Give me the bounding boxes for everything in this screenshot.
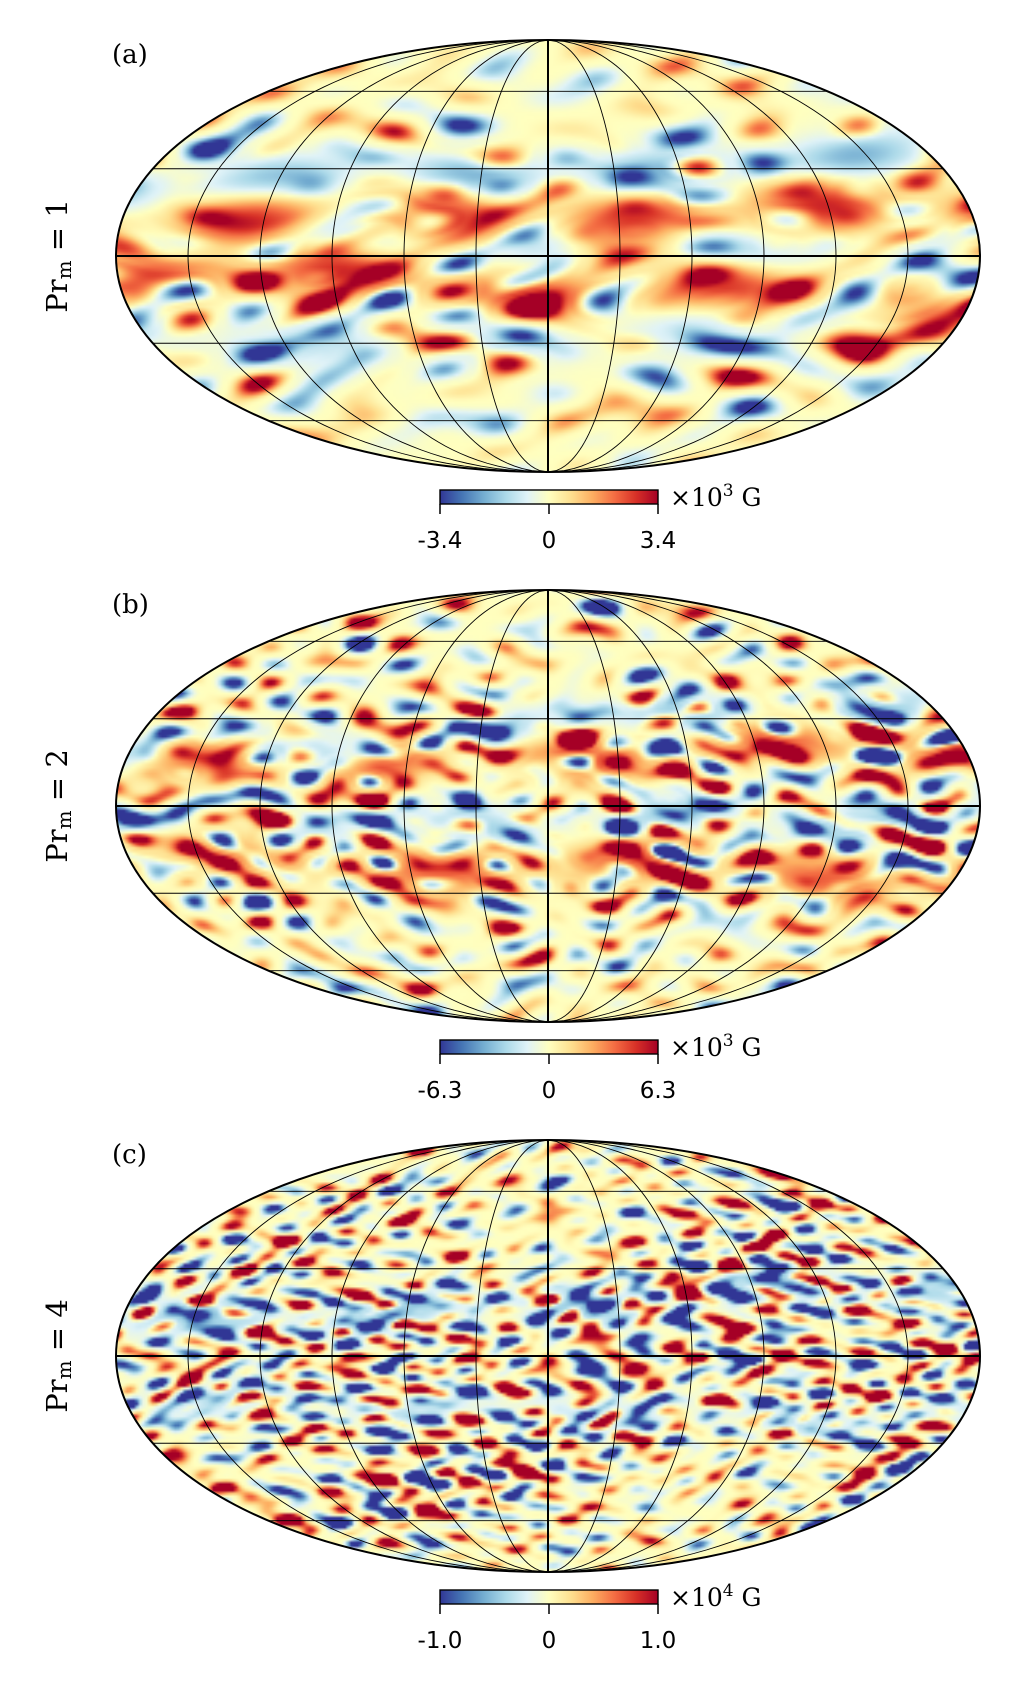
- colorbar-tick-label: -1.0: [418, 1628, 463, 1654]
- colorbar: -3.4 0 3.4 ×103 G: [418, 481, 762, 554]
- colorbar-tick-label: -3.4: [418, 528, 463, 554]
- panel-label: (c): [112, 1140, 147, 1170]
- colorbar-tick-label: 0: [542, 1628, 557, 1654]
- map-outline: [115, 39, 981, 473]
- colorbar-tick-label: 6.3: [640, 1078, 677, 1104]
- prm-subscript: m: [52, 260, 76, 279]
- units-label: G: [734, 1033, 762, 1062]
- panel-label: (a): [112, 40, 148, 70]
- colorbar: -1.0 0 1.0 ×104 G: [418, 1581, 762, 1654]
- units-exponent: 3: [723, 1031, 734, 1051]
- prm-label: Prm = 1: [40, 199, 76, 313]
- colorbar-tick-label: 0: [542, 1078, 557, 1104]
- prm-base: Pr: [40, 829, 74, 863]
- colorbar-units: ×104 G: [670, 1581, 762, 1612]
- colorbar-units: ×103 G: [670, 481, 762, 512]
- prm-label: Prm = 4: [40, 1299, 76, 1413]
- units-exponent: 4: [723, 1581, 734, 1601]
- colorbar-tick-label: 1.0: [640, 1628, 677, 1654]
- prm-equals: =: [40, 768, 74, 811]
- prm-value: 1: [40, 199, 74, 217]
- units-label: G: [734, 483, 762, 512]
- colorbar-tick-label: -6.3: [418, 1078, 463, 1104]
- map-outline: [115, 589, 981, 1023]
- units-prefix: ×10: [670, 1033, 723, 1062]
- panel-1: (a) Prm = 1 -3.4 0 3.4 ×103 G: [40, 39, 981, 554]
- prm-value: 4: [40, 1299, 74, 1317]
- panel-2: (b) Prm = 2 -6.3 0 6.3 ×103 G: [40, 589, 981, 1104]
- units-exponent: 3: [723, 481, 734, 501]
- colorbar-gradient: [439, 489, 659, 505]
- colorbar-gradient: [439, 1039, 659, 1055]
- colorbar: -6.3 0 6.3 ×103 G: [418, 1031, 762, 1104]
- colorbar-gradient: [439, 1589, 659, 1605]
- colorbar-tick-label: 3.4: [640, 528, 677, 554]
- panel-label: (b): [112, 590, 149, 620]
- prm-label: Prm = 2: [40, 749, 76, 863]
- prm-subscript: m: [52, 810, 76, 829]
- units-prefix: ×10: [670, 483, 723, 512]
- panel-3: (c)Prm = 4-1.0 0 1.0×104 G: [40, 1139, 981, 1654]
- prm-base: Pr: [40, 1379, 74, 1413]
- colorbar-tick-label: 0: [542, 528, 557, 554]
- units-prefix: ×10: [670, 1583, 723, 1612]
- prm-base: Pr: [40, 279, 74, 313]
- prm-subscript: m: [52, 1360, 76, 1379]
- units-label: G: [734, 1583, 762, 1612]
- prm-value: 2: [40, 749, 74, 767]
- panels: (a)Prm = 1-3.4 0 3.4×103 G(b)Prm = 2-6.3 0 6…: [40, 39, 981, 1654]
- prm-equals: =: [40, 1318, 74, 1361]
- prm-equals: =: [40, 218, 74, 261]
- colorbar-units: ×103 G: [670, 1031, 762, 1062]
- map-outline: [115, 1139, 981, 1573]
